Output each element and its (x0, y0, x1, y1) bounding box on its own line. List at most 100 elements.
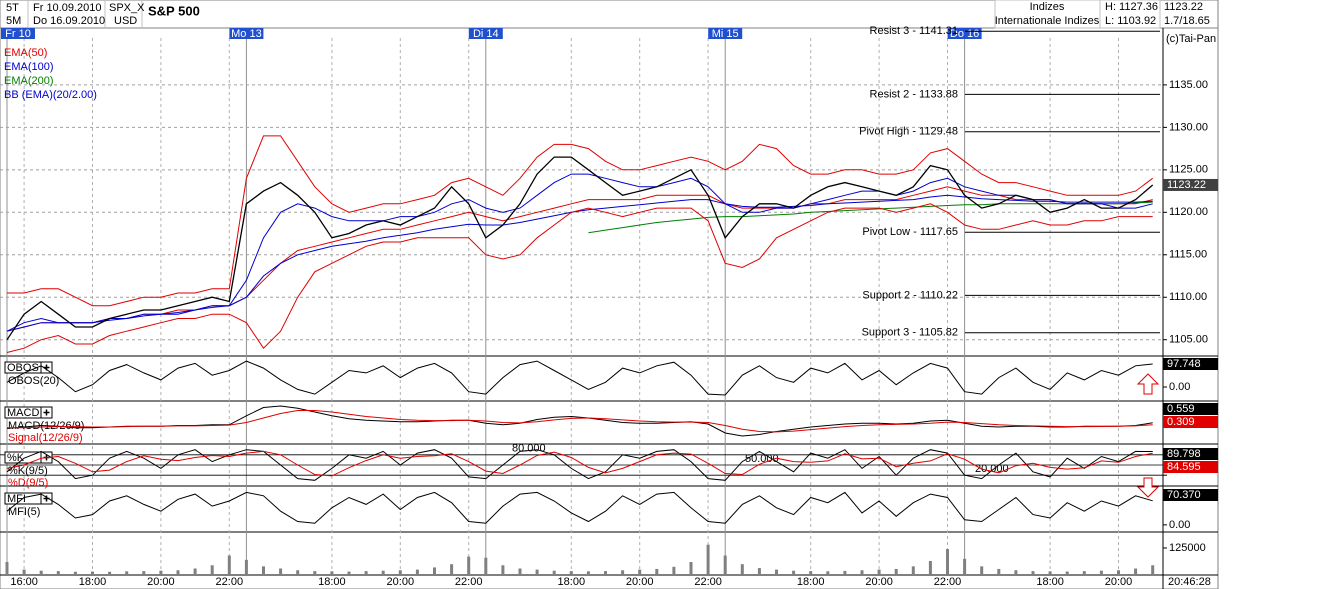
volume-bar (997, 568, 1001, 575)
series-name: Signal(12/26/9) (8, 432, 83, 444)
series-name: MFI(5) (8, 506, 40, 518)
y-tick-label: 1130.00 (1169, 121, 1208, 133)
volume-bar (125, 571, 129, 575)
plot-layer: 16:00 18:00 20:00 22:00 18:00 20:00 22:00 18:00… (0, 25, 1218, 588)
panel-label: MACD (7, 407, 39, 419)
volume-bar (227, 555, 231, 575)
volume-bar (1134, 568, 1138, 575)
pivot-label: Pivot Low - 1117.65 (862, 226, 958, 238)
volume-bar (142, 571, 146, 575)
last-value-box (1163, 358, 1218, 370)
copyright: (c)Tai-Pan (1166, 33, 1216, 45)
volume-bar (313, 571, 317, 575)
x-tick-label: 22:00 (455, 576, 483, 588)
volume-bar (928, 560, 932, 575)
volume-bar (484, 557, 488, 575)
volume-bar (518, 568, 522, 575)
last-value-label: 70.370 (1167, 489, 1201, 501)
legend-entry: EMA(50) (4, 47, 47, 59)
y-tick-label: 1115.00 (1169, 249, 1207, 261)
oscillator-line (6, 360, 1153, 396)
reference-label: 20.000 (975, 463, 1009, 475)
volume-bar (655, 568, 659, 575)
volume-bar (826, 571, 830, 575)
last-value-label: 89.798 (1167, 448, 1201, 460)
volume-bar (757, 568, 761, 575)
volume-bar (1082, 571, 1086, 575)
panel-label: OBOS (7, 362, 39, 374)
volume-bar (193, 568, 197, 575)
volume-bar (330, 571, 334, 575)
plus-icon (43, 409, 50, 416)
volume-bar (946, 549, 949, 575)
volume-bar (159, 570, 163, 575)
volume-bar (963, 558, 967, 575)
y-tick-label: 1125.00 (1169, 164, 1208, 176)
volume-bar (176, 570, 180, 575)
interval: 5M (6, 15, 21, 27)
last-value-label: 0.559 (1167, 403, 1195, 415)
volume-bar (894, 568, 898, 575)
volume-bar (433, 567, 436, 575)
volume-bar (108, 571, 112, 575)
indicator-line (6, 173, 1153, 332)
x-tick-label: 18:00 (79, 576, 107, 588)
oscillator-line (6, 449, 1153, 481)
header-cell (1099, 0, 1161, 29)
group: Indizes (1030, 1, 1065, 13)
series-name: MACD(12/26/9) (8, 420, 84, 432)
volume-bar (296, 570, 300, 575)
legend-entry: BB (EMA)(20/2.00) (4, 89, 97, 101)
volume-bar (364, 571, 368, 575)
x-tick-label: 22:00 (694, 576, 722, 588)
legend-entry: EMA(100) (4, 61, 54, 73)
volume-bar (398, 570, 402, 575)
last-price: 1123.22 (1164, 1, 1203, 13)
x-tick-label: 18:00 (558, 576, 586, 588)
clock: 20:46:28 (1168, 576, 1211, 588)
panel-label: MFI (7, 493, 26, 505)
low: L: 1103.92 (1105, 15, 1156, 27)
y-tick-label: 0.00 (1169, 381, 1190, 393)
y-tick-label: 1110.00 (1169, 291, 1207, 303)
instrument-name: S&P 500 (148, 3, 200, 18)
legend-entry: EMA(200) (4, 75, 54, 87)
volume-bar (706, 544, 710, 575)
volume-bar (279, 568, 283, 575)
volume-bar (73, 571, 77, 575)
volume-bar (39, 570, 43, 575)
reference-label: 50.000 (745, 453, 779, 465)
x-tick-label: 20:00 (626, 576, 654, 588)
x-tick-label: 20:00 (147, 576, 175, 588)
x-tick-label: 18:00 (318, 576, 346, 588)
y-tick-label: 125000 (1169, 542, 1206, 554)
volume-bar (689, 562, 693, 575)
volume-bar (621, 570, 625, 575)
pivot-label: Pivot High - 1129.48 (859, 126, 958, 138)
volume-bar (809, 571, 813, 575)
interval: 5T (6, 2, 19, 14)
symbol: SPX_X (109, 2, 145, 14)
volume-bar (210, 565, 214, 575)
volume-bar (877, 569, 881, 575)
series-name: %K(9/5) (8, 465, 48, 477)
last-value-label: 97.748 (1167, 358, 1201, 370)
volume-bar (1031, 571, 1035, 575)
volume-bar (5, 562, 9, 575)
day-label-box (947, 28, 982, 39)
volume-bar (91, 571, 94, 575)
volume-bar (244, 559, 248, 575)
last-value-box (1163, 403, 1218, 415)
volume-bar (501, 565, 505, 575)
volume-bar (381, 570, 385, 575)
sell-arrow (1136, 477, 1160, 498)
last-value-box (1163, 448, 1218, 460)
y-tick-label: 1105.00 (1169, 334, 1208, 346)
x-tick-label: 20:00 (865, 576, 893, 588)
x-tick-label: 18:00 (1036, 576, 1064, 588)
volume-bar (638, 569, 642, 575)
day-label-box (229, 28, 264, 39)
buy-arrow (1136, 373, 1160, 395)
x-tick-label: 16:00 (10, 576, 38, 588)
